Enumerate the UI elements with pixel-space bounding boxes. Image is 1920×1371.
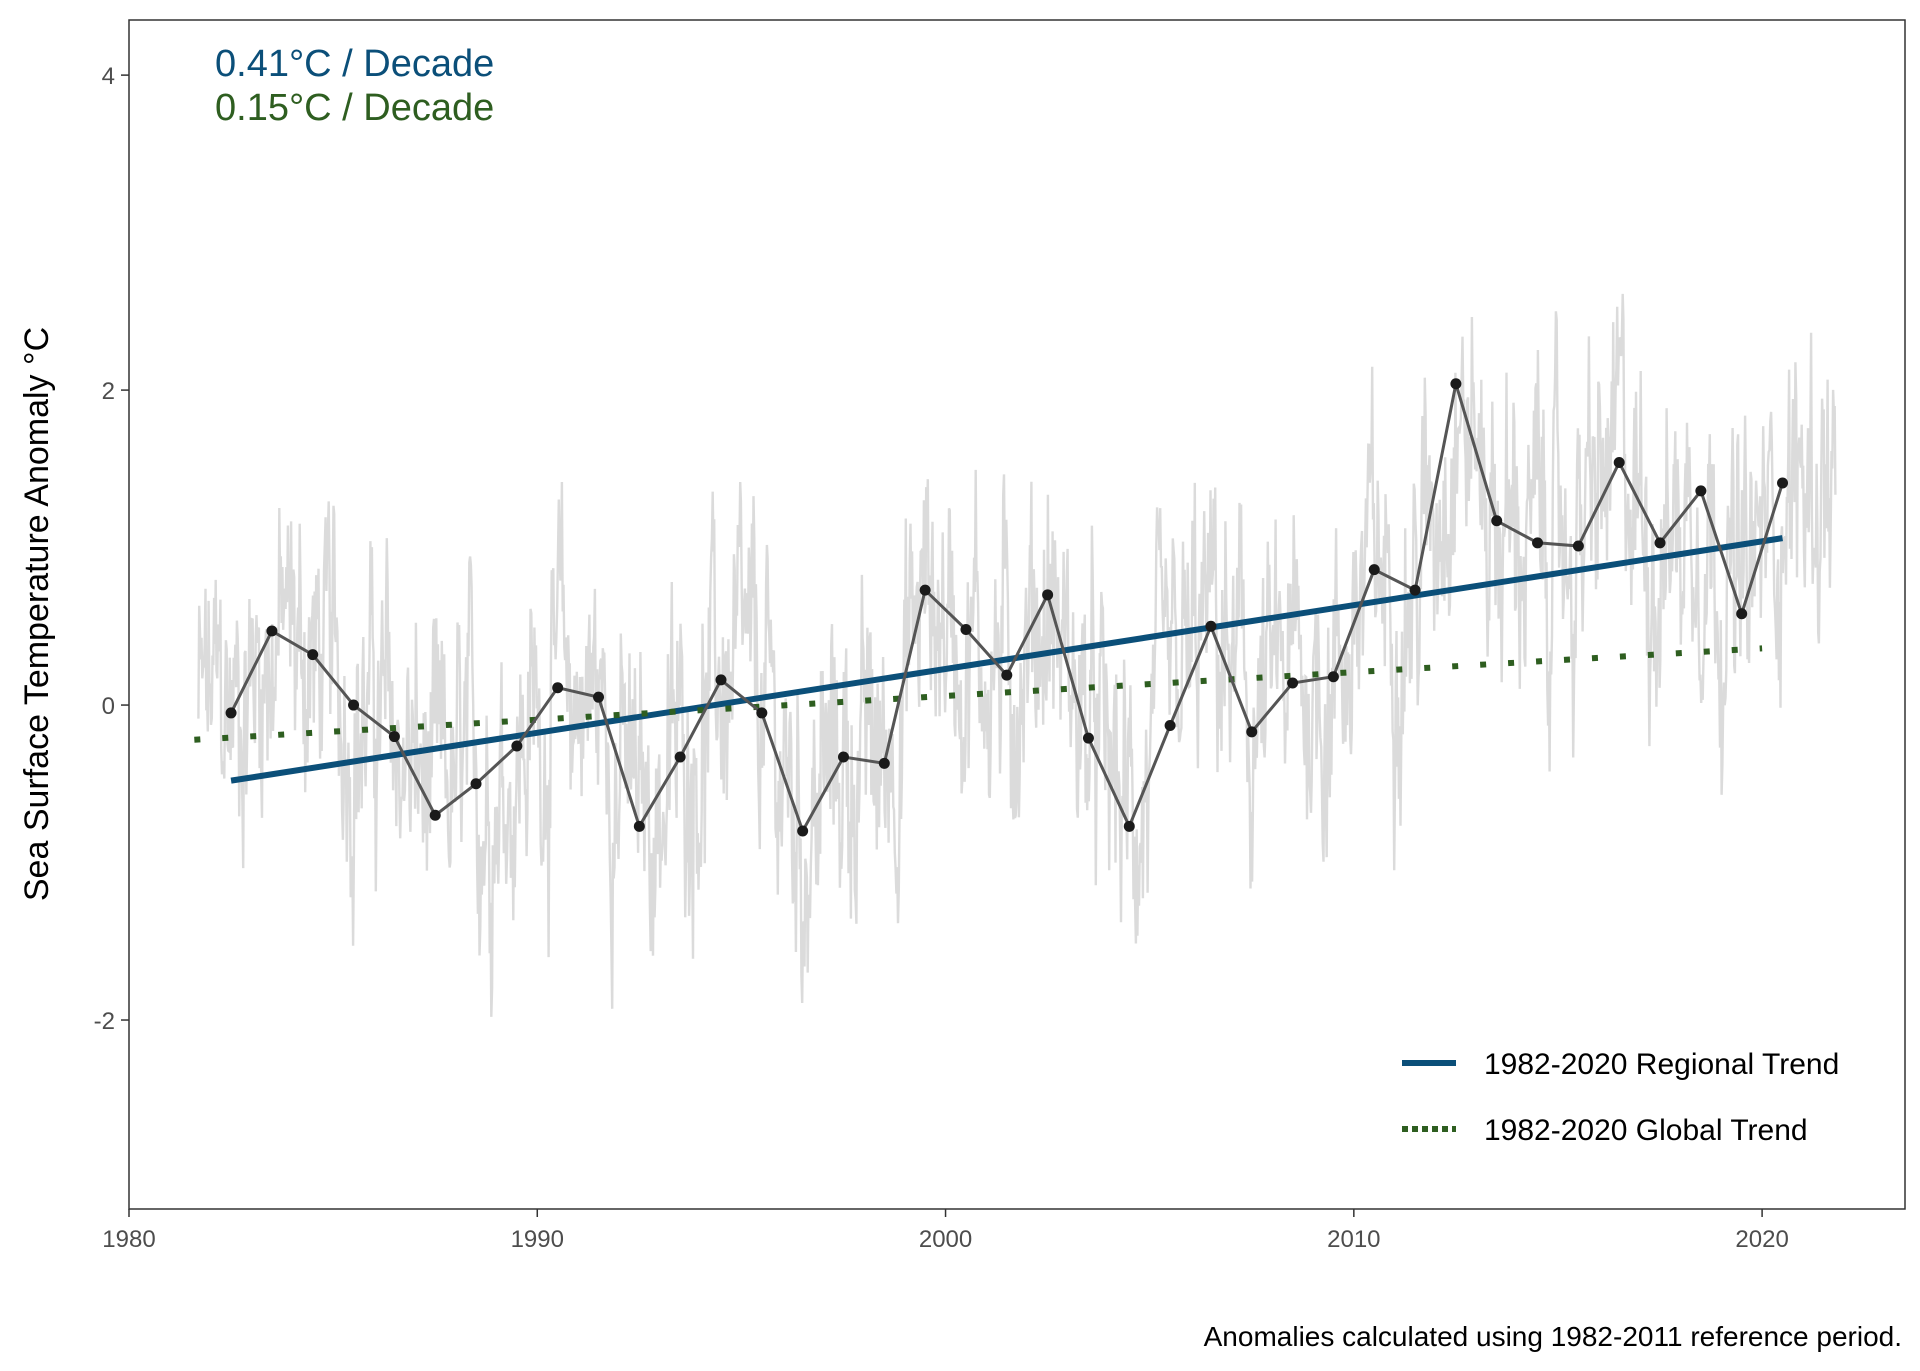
annual-mean-point (388, 731, 400, 743)
annual-mean-point (1001, 669, 1013, 681)
annual-mean-point (674, 751, 686, 763)
annual-mean-point (1205, 620, 1217, 632)
annual-mean-point (1777, 477, 1789, 489)
annual-mean-point (266, 625, 278, 637)
y-tick-label: 2 (102, 378, 115, 405)
annual-mean-point (1450, 378, 1462, 390)
annual-mean-point (960, 623, 972, 635)
annual-mean-point (1327, 671, 1339, 683)
annual-mean-point (429, 809, 441, 821)
annual-mean-point (1491, 515, 1503, 527)
annual-mean-point (878, 757, 890, 769)
y-tick-label: 4 (102, 63, 115, 90)
annual-mean-point (1409, 584, 1421, 596)
global-trend-line (194, 645, 1763, 743)
regional-rate-label: 0.41°C / Decade (215, 43, 494, 85)
y-axis-title: Sea Surface Temperature Anomaly °C (18, 327, 56, 901)
annual-mean-point (756, 707, 768, 719)
axes: 1980 1990 2000 2010 2020 -2 0 2 4 (94, 63, 1789, 1253)
annual-mean-point (1164, 720, 1176, 732)
annual-mean-point (1736, 608, 1748, 620)
y-tick-label: 0 (102, 693, 115, 720)
annual-mean-point (1287, 677, 1299, 689)
annual-mean-point (1123, 820, 1135, 832)
legend: 1982-2020 Regional Trend 1982-2020 Globa… (1402, 1048, 1839, 1147)
x-tick-label: 2020 (1735, 1226, 1788, 1253)
x-tick-label: 1990 (511, 1226, 564, 1253)
annual-mean-point (797, 825, 809, 837)
annual-mean-point (1613, 457, 1625, 469)
annual-mean-point (919, 584, 931, 596)
x-tick-label: 2010 (1327, 1226, 1380, 1253)
regional-trend-line (230, 535, 1783, 784)
annual-mean-point (633, 820, 645, 832)
annual-mean-point (552, 682, 564, 694)
daily-anomaly-line (197, 293, 1837, 1017)
annual-mean-point (1042, 589, 1054, 601)
annual-mean-point (1532, 537, 1544, 549)
annual-mean-point (1368, 564, 1380, 576)
plot-panel (128, 19, 1906, 1210)
annual-mean-point (348, 699, 360, 711)
y-tick-label: -2 (94, 1008, 115, 1035)
daily-anomaly-series (197, 293, 1837, 1017)
annual-mean-series (225, 378, 1789, 837)
annual-mean-point (715, 674, 727, 686)
legend-global-label: 1982-2020 Global Trend (1484, 1114, 1808, 1147)
annual-mean-point (1695, 485, 1707, 497)
annual-mean-point (593, 691, 605, 703)
annual-mean-point (837, 751, 849, 763)
trend-lines (194, 535, 1783, 784)
annual-mean-point (225, 707, 237, 719)
x-tick-label: 2000 (919, 1226, 972, 1253)
annual-mean-point (511, 740, 523, 752)
caption: Anomalies calculated using 1982-2011 ref… (1204, 1321, 1902, 1352)
annual-mean-point (1082, 732, 1094, 744)
annual-mean-point (1572, 540, 1584, 552)
annual-mean-point (307, 649, 319, 661)
annual-mean-point (470, 778, 482, 790)
annual-mean-point (1246, 726, 1258, 738)
legend-regional-label: 1982-2020 Regional Trend (1484, 1048, 1839, 1081)
global-rate-label: 0.15°C / Decade (215, 87, 494, 129)
annual-mean-point (1654, 537, 1666, 549)
x-tick-label: 1980 (102, 1226, 155, 1253)
